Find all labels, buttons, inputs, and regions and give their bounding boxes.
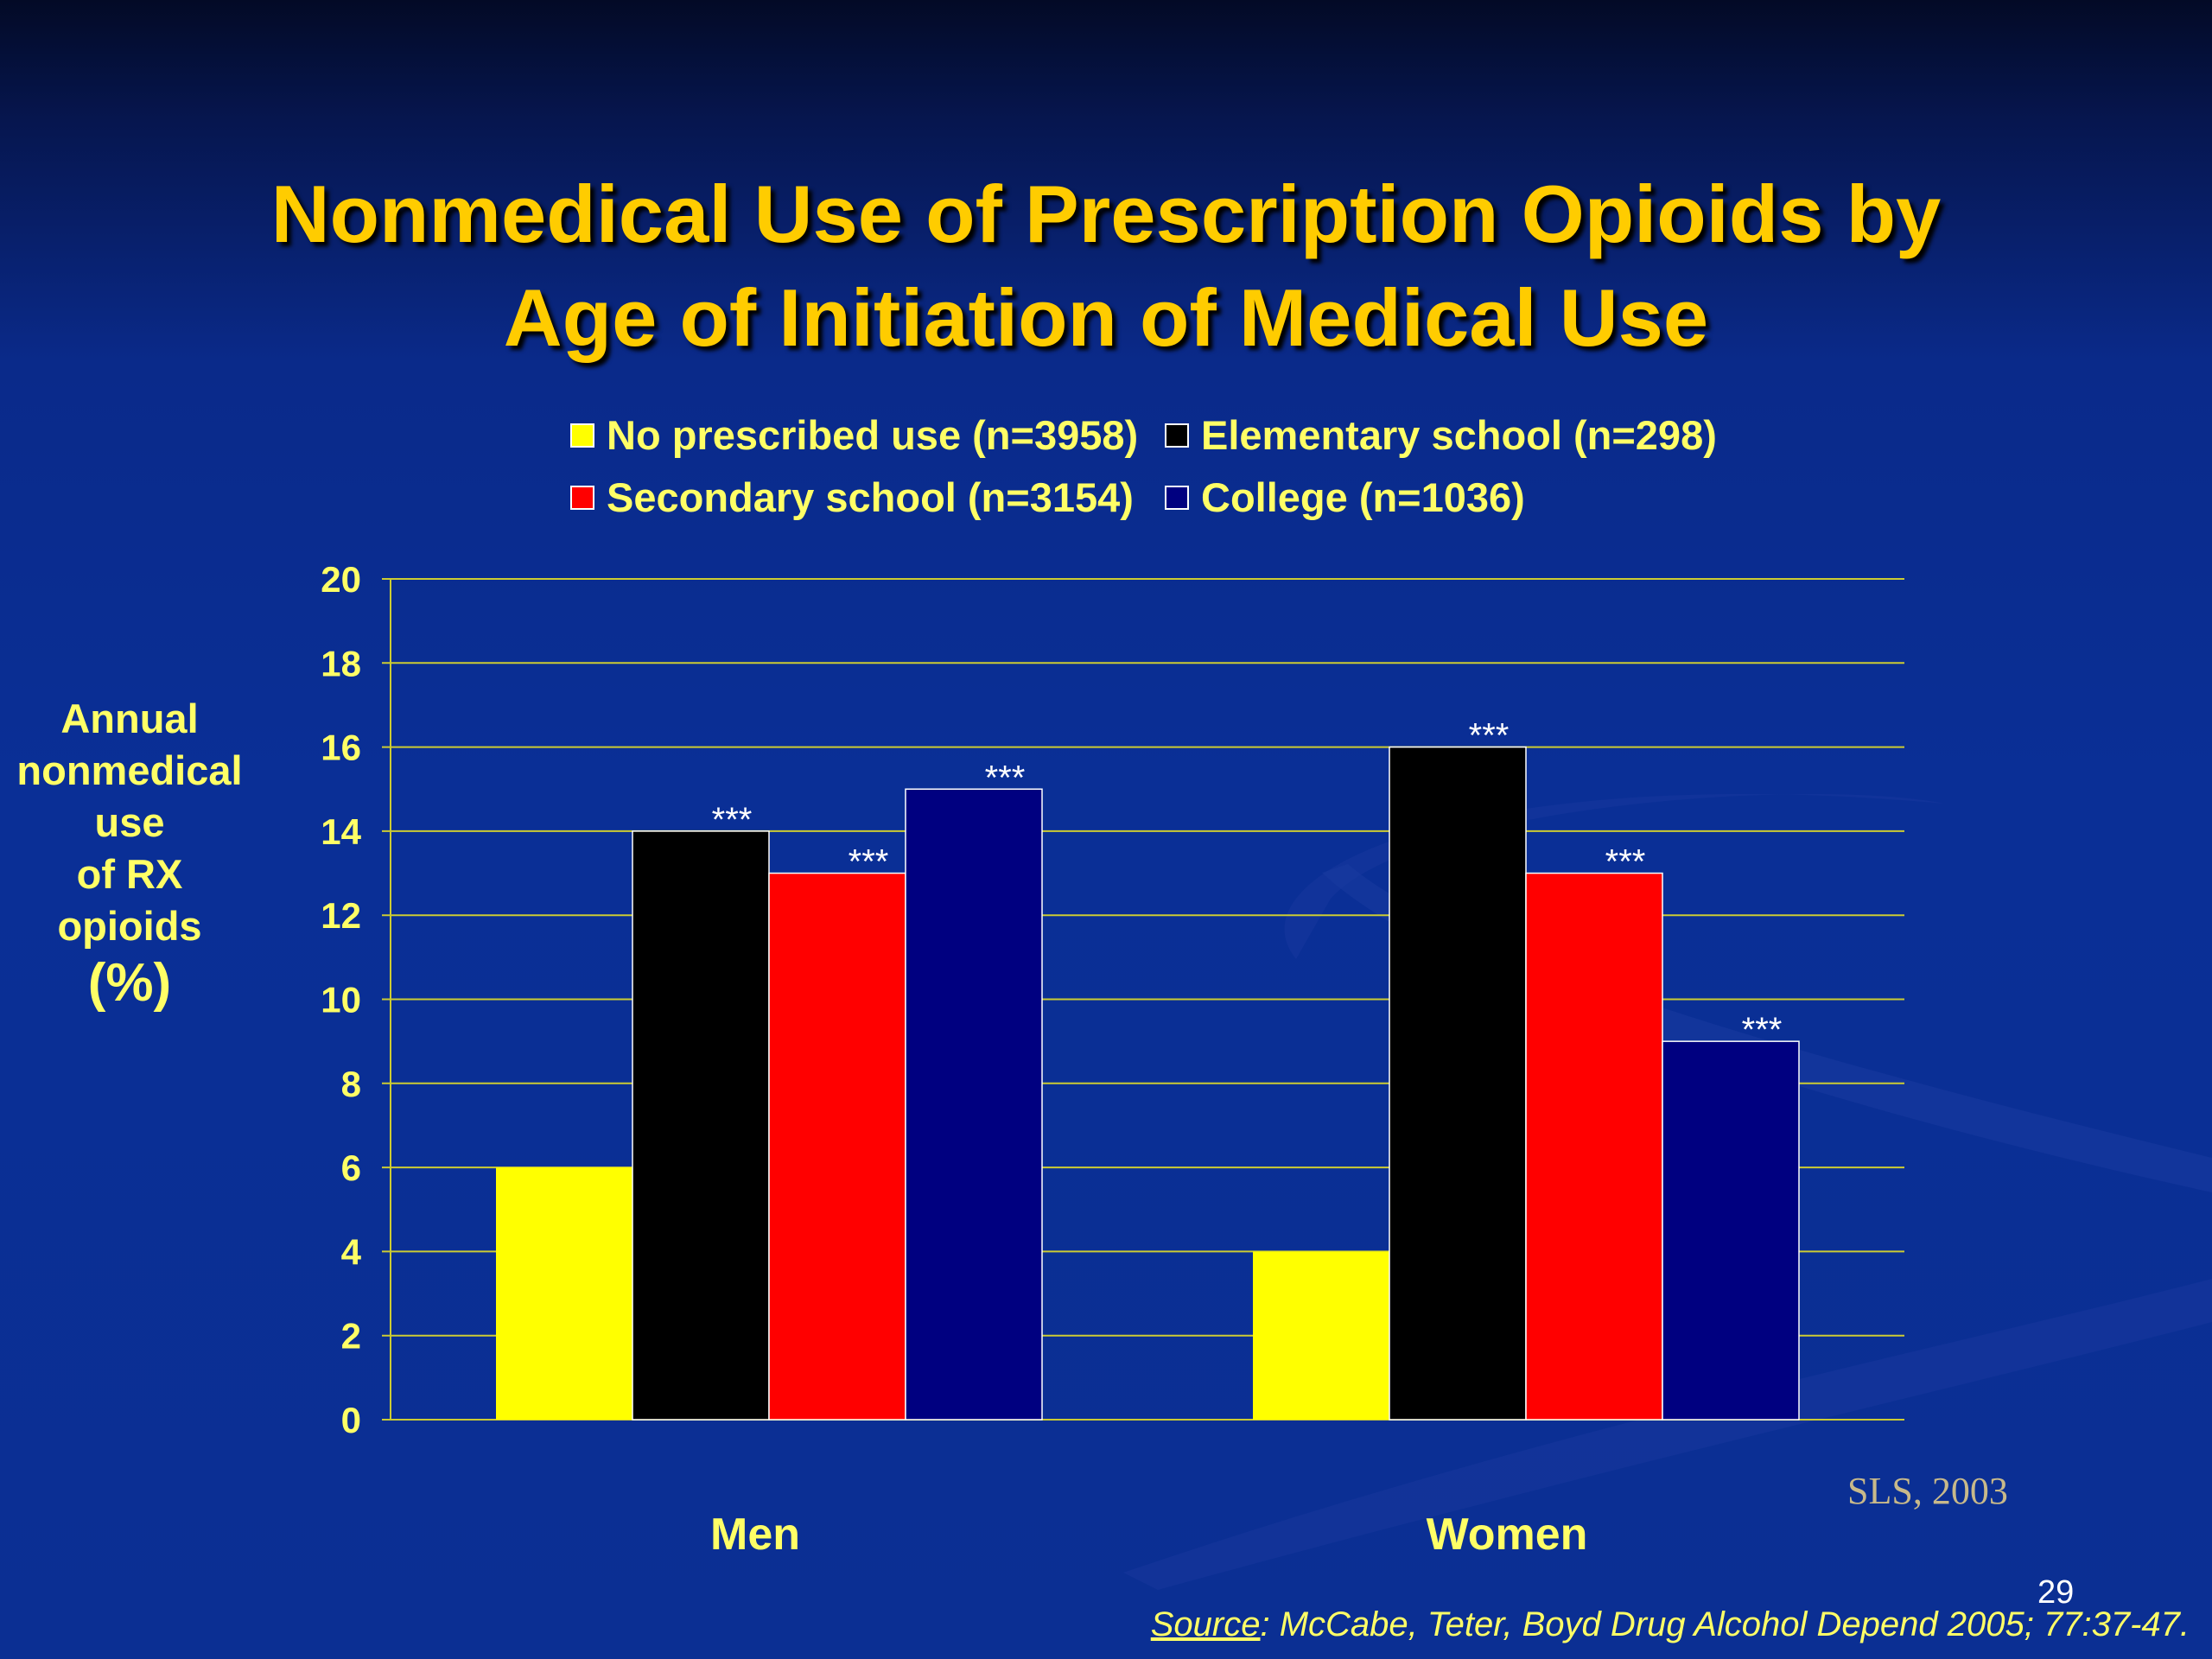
x-category-label: Women: [1427, 1510, 1588, 1560]
legend-swatch: [570, 485, 594, 510]
source-text: : McCabe, Teter, Boyd Drug Alcohol Depen…: [1260, 1605, 2190, 1643]
slide-title-line-2: Age of Initiation of Medical Use: [503, 272, 1709, 363]
legend-swatch: [1165, 423, 1189, 448]
bar-women-0: [1253, 1251, 1389, 1420]
y-tick-label: 4: [341, 1231, 362, 1272]
bar-men-3: [905, 788, 1043, 1421]
slide-title: Nonmedical Use of Prescription Opioids b…: [156, 162, 2056, 370]
legend-item-elementary-school: Elementary school (n=298): [1165, 411, 1717, 459]
x-category-label: Men: [710, 1510, 800, 1560]
legend-item-secondary-school: Secondary school (n=3154): [570, 474, 1134, 521]
source-label: Source: [1150, 1605, 1261, 1643]
significance-marker: ***: [1605, 843, 1646, 881]
legend-label: Secondary school (n=3154): [607, 474, 1134, 520]
bar-men-2: [768, 872, 906, 1421]
y-axis-label-line: of RX: [76, 851, 183, 897]
bar-women-2: [1525, 872, 1663, 1421]
y-axis-unit: (%): [87, 953, 172, 1013]
y-tick-label: 20: [321, 559, 361, 600]
legend-swatch: [1165, 485, 1189, 510]
significance-marker: ***: [985, 759, 1026, 797]
bar-men-1: [632, 830, 770, 1421]
y-tick-label: 16: [321, 728, 361, 768]
significance-marker: ***: [849, 843, 889, 881]
significance-marker: ***: [712, 801, 753, 839]
y-tick-label: 2: [341, 1316, 361, 1357]
y-tick-label: 12: [321, 895, 361, 936]
y-axis-label-line: opioids: [57, 903, 202, 949]
legend-item-no-prescribed-use: No prescribed use (n=3958): [570, 411, 1138, 459]
y-tick-label: 0: [341, 1400, 361, 1440]
slide-title-line-1: Nonmedical Use of Prescription Opioids b…: [270, 168, 1942, 259]
bar-women-1: [1389, 746, 1527, 1421]
y-tick-label: 6: [341, 1147, 361, 1188]
y-axis-label-line: nonmedical: [16, 747, 243, 793]
legend-swatch: [570, 423, 594, 448]
y-axis-label-line: Annual: [60, 696, 199, 741]
legend-label: College (n=1036): [1201, 474, 1525, 520]
y-axis-label: Annual nonmedical use of RX opioids (%): [0, 693, 259, 1014]
bar-men-0: [496, 1167, 632, 1420]
significance-marker: ***: [1469, 717, 1510, 755]
credit-text: SLS, 2003: [1847, 1470, 2008, 1512]
legend-item-college: College (n=1036): [1165, 474, 1525, 521]
y-tick-label: 8: [341, 1064, 361, 1104]
significance-marker: ***: [1742, 1011, 1783, 1049]
bar-women-3: [1662, 1040, 1800, 1421]
legend-label: Elementary school (n=298): [1201, 412, 1717, 458]
source-citation: Source: McCabe, Teter, Boyd Drug Alcohol…: [1151, 1605, 2190, 1644]
page-number: 29: [2037, 1574, 2075, 1611]
legend-label: No prescribed use (n=3958): [607, 412, 1139, 458]
y-tick-label: 14: [321, 811, 361, 852]
y-tick-label: 10: [321, 980, 361, 1020]
y-tick-label: 18: [321, 643, 361, 683]
y-axis-label-line: use: [94, 799, 165, 845]
